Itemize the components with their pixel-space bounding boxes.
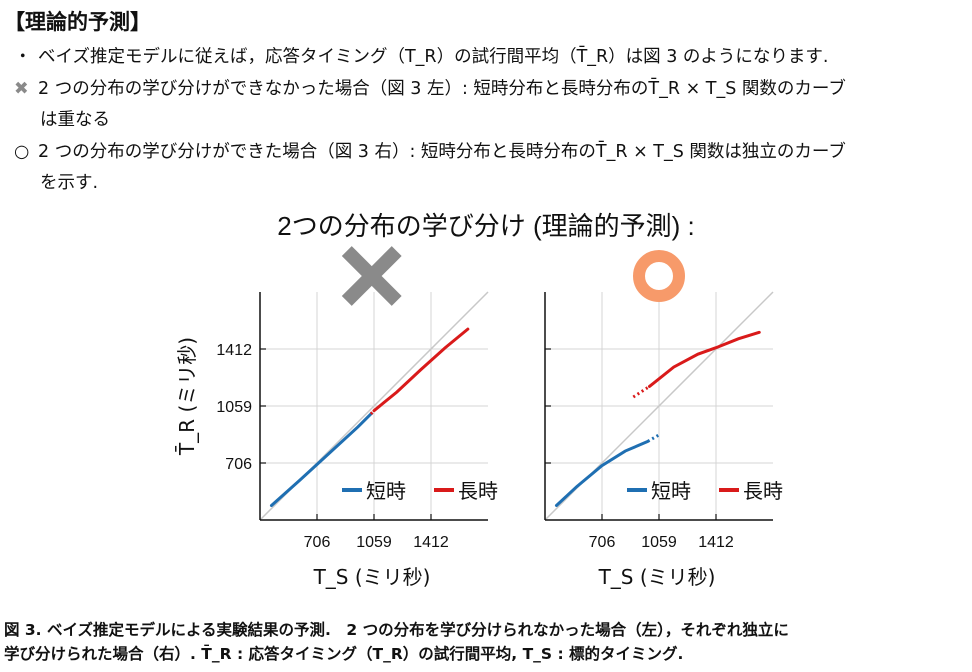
x-tick-label: 1059 <box>641 534 677 551</box>
section-heading: 【理論的予測】 <box>4 10 151 34</box>
y-tick-label: 1059 <box>216 399 252 416</box>
long-series-line <box>372 327 470 413</box>
legend-long-label: 長時 <box>458 479 498 503</box>
short-series-line <box>554 439 650 507</box>
x-axis-label: T_S (ミリ秒) <box>313 565 431 589</box>
figure-caption-line-1: 図 3. ベイズ推定モデルによる実験結果の予測. 2 つの分布を学び分けられなか… <box>4 621 789 639</box>
o-mark-icon <box>633 250 685 302</box>
bullet-1-text: ベイズ推定モデルに従えば，応答タイミング（T_R）の試行間平均（T̄_R）は図 … <box>38 47 829 67</box>
x-axis-label: T_S (ミリ秒) <box>598 565 716 589</box>
long-series-dotted-extension <box>632 385 651 399</box>
x-mark-stroke <box>341 246 402 306</box>
charts-figure: 706 1059 1412 706 1059 1412 短時 長時 T_S (ミリ秒) T̄_R … <box>174 246 783 589</box>
bullet-3: ○ 2 つの分布の学び分けができた場合（図 3 右）: 短時分布と長時分布のT̄_… <box>14 137 846 168</box>
short-series-line <box>269 412 373 507</box>
long-series-dotted-extension <box>369 409 376 415</box>
legend-short-label: 短時 <box>651 479 691 503</box>
bullet-2-continuation: は重なる <box>40 110 110 130</box>
circle-mark-icon: ○ <box>14 142 30 162</box>
bullet-2: ✖ 2 つの分布の学び分けができなかった場合（図 3 左）: 短時分布と長時分布の… <box>14 74 846 105</box>
left-panel: 706 1059 1412 706 1059 1412 短時 長時 T_S (ミリ秒) T̄_R … <box>174 246 498 589</box>
x-tick-label: 706 <box>304 534 331 551</box>
chart-title: 2つの分布の学び分け (理論的予測) : <box>277 211 695 241</box>
legend-long-label: 長時 <box>743 479 783 503</box>
bullet-3-continuation: を示す. <box>40 173 99 193</box>
y-tick-label: 706 <box>225 456 252 473</box>
figure-caption-line-2: 学び分けられた場合（右）. T̄_R : 応答タイミング（T_R）の試行間平均,… <box>4 645 684 663</box>
y-tick-label: 1412 <box>216 342 252 359</box>
x-tick-label: 1412 <box>698 534 734 551</box>
bullet-1: ・ベイズ推定モデルに従えば，応答タイミング（T_R）の試行間平均（T̄_R）は図… <box>14 42 829 73</box>
bullet-3-text: 2 つの分布の学び分けができた場合（図 3 右）: 短時分布と長時分布のT̄_R… <box>38 142 846 162</box>
y-axis-label: T̄_R (ミリ秒) <box>174 337 199 456</box>
short-series-dotted-extension <box>647 433 660 443</box>
bullet-2-text: 2 つの分布の学び分けができなかった場合（図 3 左）: 短時分布と長時分布のT… <box>38 79 846 99</box>
long-series-line <box>647 330 761 388</box>
cross-mark-icon: ✖ <box>14 79 29 99</box>
x-tick-label: 1059 <box>356 534 392 551</box>
bullet-dot-icon: ・ <box>14 47 32 67</box>
legend-short-label: 短時 <box>366 479 406 503</box>
x-tick-label: 706 <box>589 534 616 551</box>
x-mark-icon <box>341 246 402 306</box>
right-panel: 706 1059 1412 短時 長時 T_S (ミリ秒) <box>544 250 783 589</box>
x-tick-label: 1412 <box>413 534 449 551</box>
